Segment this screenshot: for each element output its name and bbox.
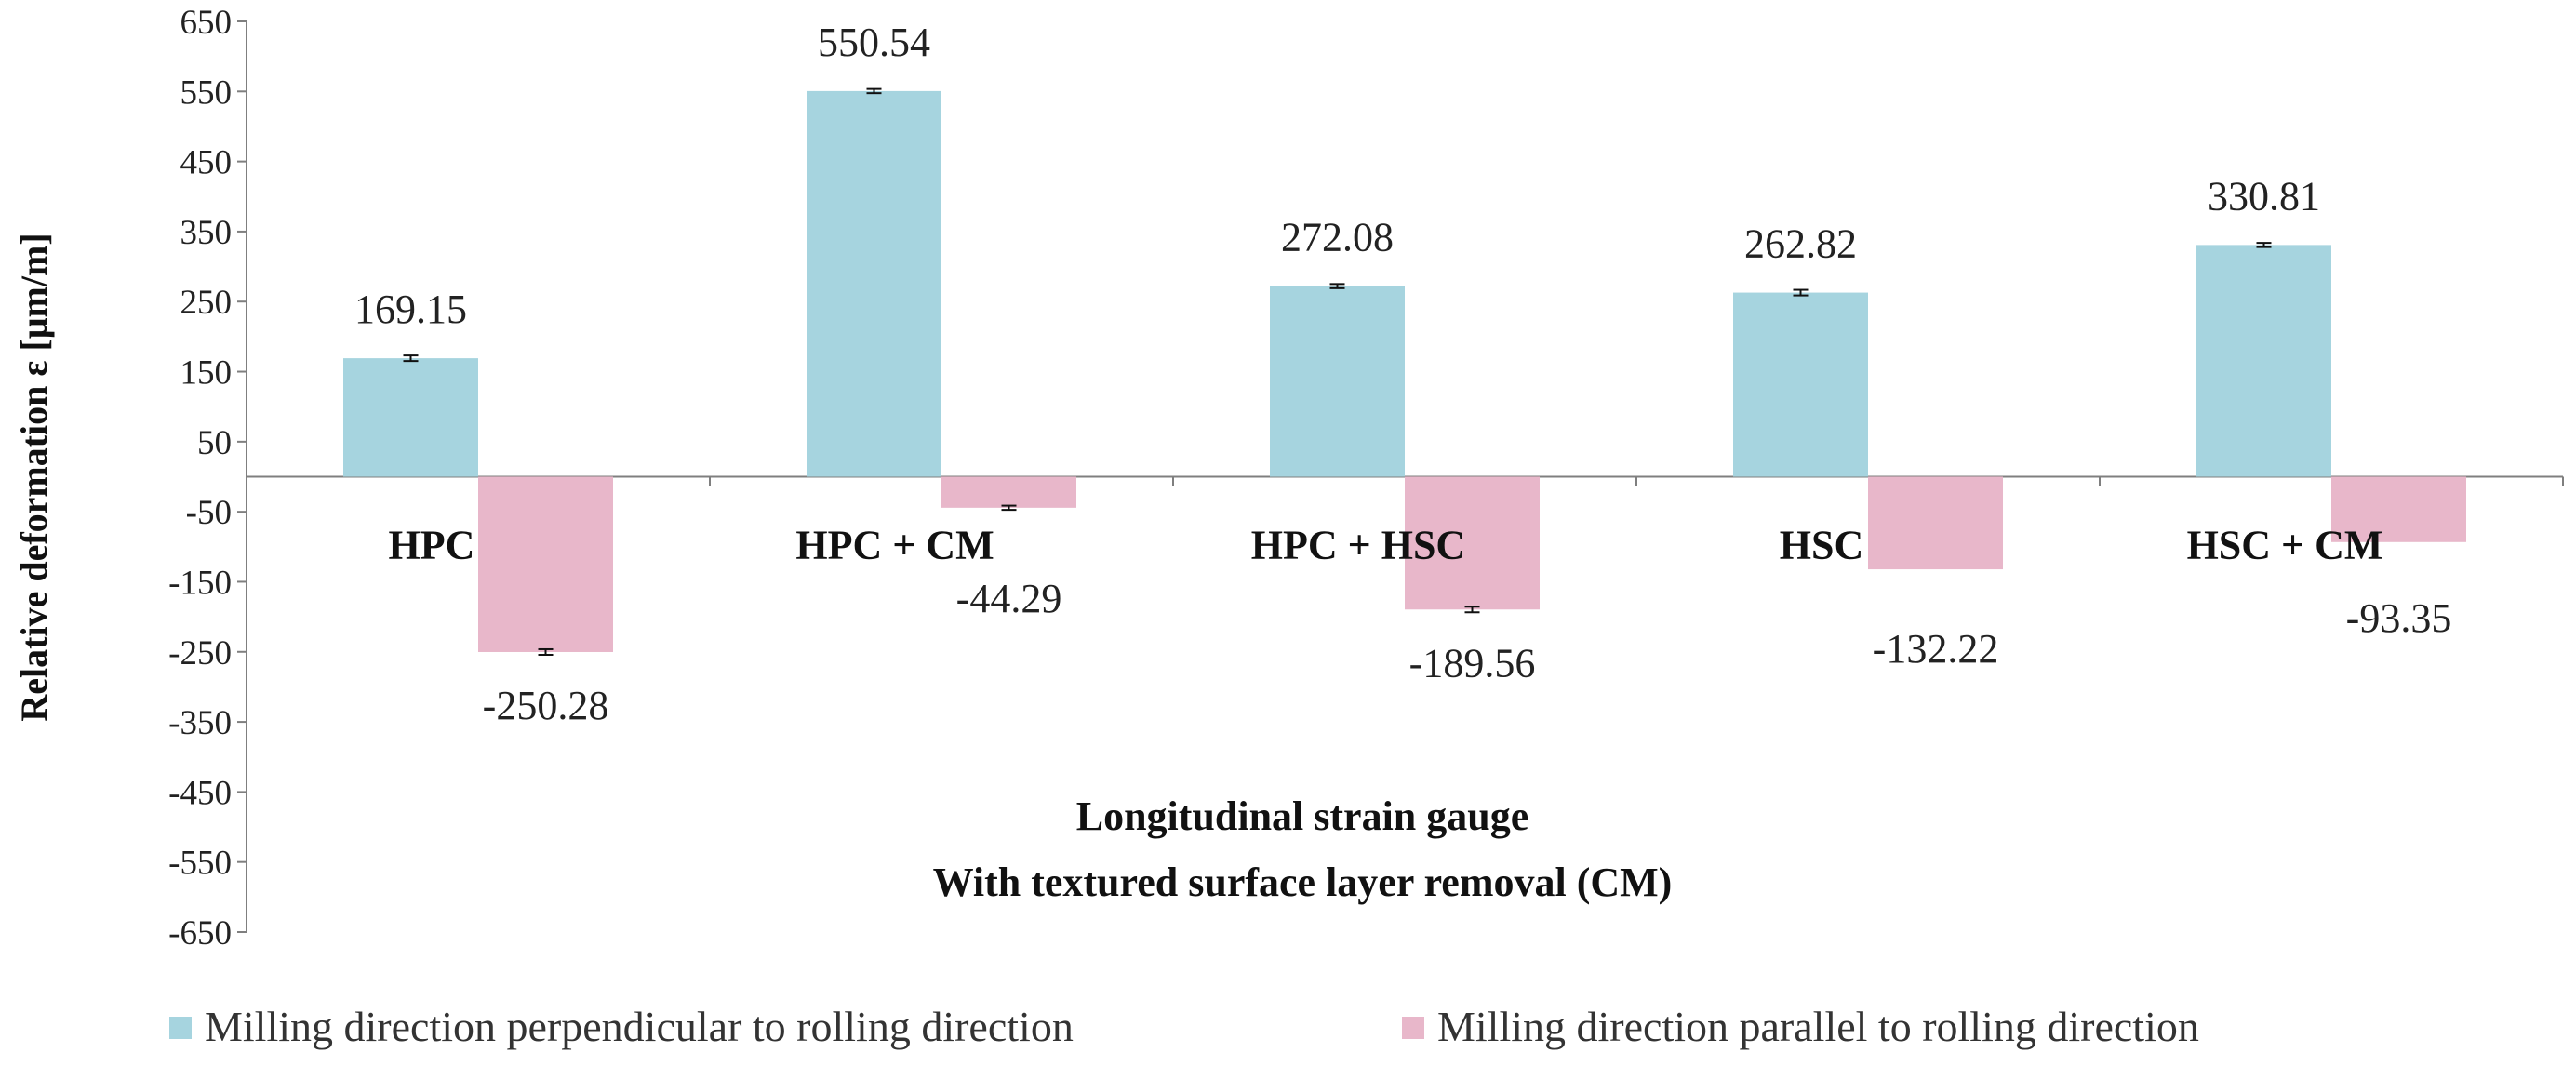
bar-parallel: [1868, 476, 2003, 570]
data-label-parallel: -189.56: [1409, 640, 1536, 686]
legend-label-parallel: Milling direction parallel to rolling di…: [1437, 1003, 2199, 1050]
y-tick-label: -450: [168, 774, 232, 812]
legend: Milling direction perpendicular to rolli…: [169, 1003, 2199, 1050]
bars-layer: [343, 87, 2466, 656]
y-tick-label: 650: [180, 4, 233, 42]
data-label-perpendicular: 169.15: [354, 286, 467, 332]
bar-perpendicular: [1733, 292, 1868, 477]
data-label-parallel: -132.22: [1873, 626, 1999, 672]
data-label-perpendicular: 262.82: [1744, 221, 1857, 267]
labels-layer: 169.15 -250.28 HPC 550.54 -44.29 HPC + CM 272.…: [354, 20, 2451, 728]
y-tick-label: -150: [168, 564, 232, 602]
data-label-parallel: -44.29: [956, 576, 1062, 621]
y-tick-label: -550: [168, 845, 232, 883]
y-tick-label: -50: [186, 494, 232, 532]
bar-parallel: [478, 476, 613, 652]
legend-swatch-parallel: [1402, 1017, 1424, 1039]
x-axis-title-line-1: Longitudinal strain gauge: [1076, 793, 1529, 839]
y-tick-label: 450: [180, 144, 233, 182]
data-label-parallel: -93.35: [2346, 595, 2452, 641]
category-label: HPC + HSC: [1251, 523, 1465, 568]
data-label-parallel: -250.28: [483, 683, 609, 728]
bar-perpendicular: [2196, 245, 2331, 477]
y-tick-label: 50: [197, 424, 232, 462]
legend-label-perpendicular: Milling direction perpendicular to rolli…: [205, 1003, 1074, 1050]
axes-layer: 650 550 450 350 250 150 50 -50 -150 -250 -350 -450 -…: [168, 4, 2564, 952]
data-label-perpendicular: 330.81: [2208, 173, 2320, 219]
bar-parallel: [1405, 476, 1540, 610]
category-label: HPC: [389, 523, 475, 568]
data-label-perpendicular: 272.08: [1281, 215, 1394, 260]
y-tick-label: 150: [180, 354, 233, 393]
y-tick-label: -250: [168, 634, 232, 673]
category-label: HSC: [1780, 523, 1863, 568]
bar-perpendicular: [343, 358, 478, 477]
category-label: HSC + CM: [2187, 523, 2383, 568]
data-label-perpendicular: 550.54: [818, 20, 930, 65]
y-tick-label: 350: [180, 214, 233, 252]
y-tick-label: -350: [168, 704, 232, 742]
bar-parallel: [2331, 476, 2466, 542]
y-tick-label: -650: [168, 914, 232, 952]
y-tick-label: 250: [180, 284, 233, 322]
y-tick-label: 550: [180, 73, 233, 112]
legend-swatch-perpendicular: [169, 1017, 192, 1039]
x-axis-title-line-2: With textured surface layer removal (CM): [933, 859, 1673, 905]
bar-perpendicular: [1270, 286, 1405, 477]
category-label: HPC + CM: [795, 523, 994, 568]
bar-parallel: [941, 476, 1076, 508]
bar-perpendicular: [807, 90, 941, 477]
y-axis-title: Relative deformation ε [μm/m]: [13, 233, 55, 721]
